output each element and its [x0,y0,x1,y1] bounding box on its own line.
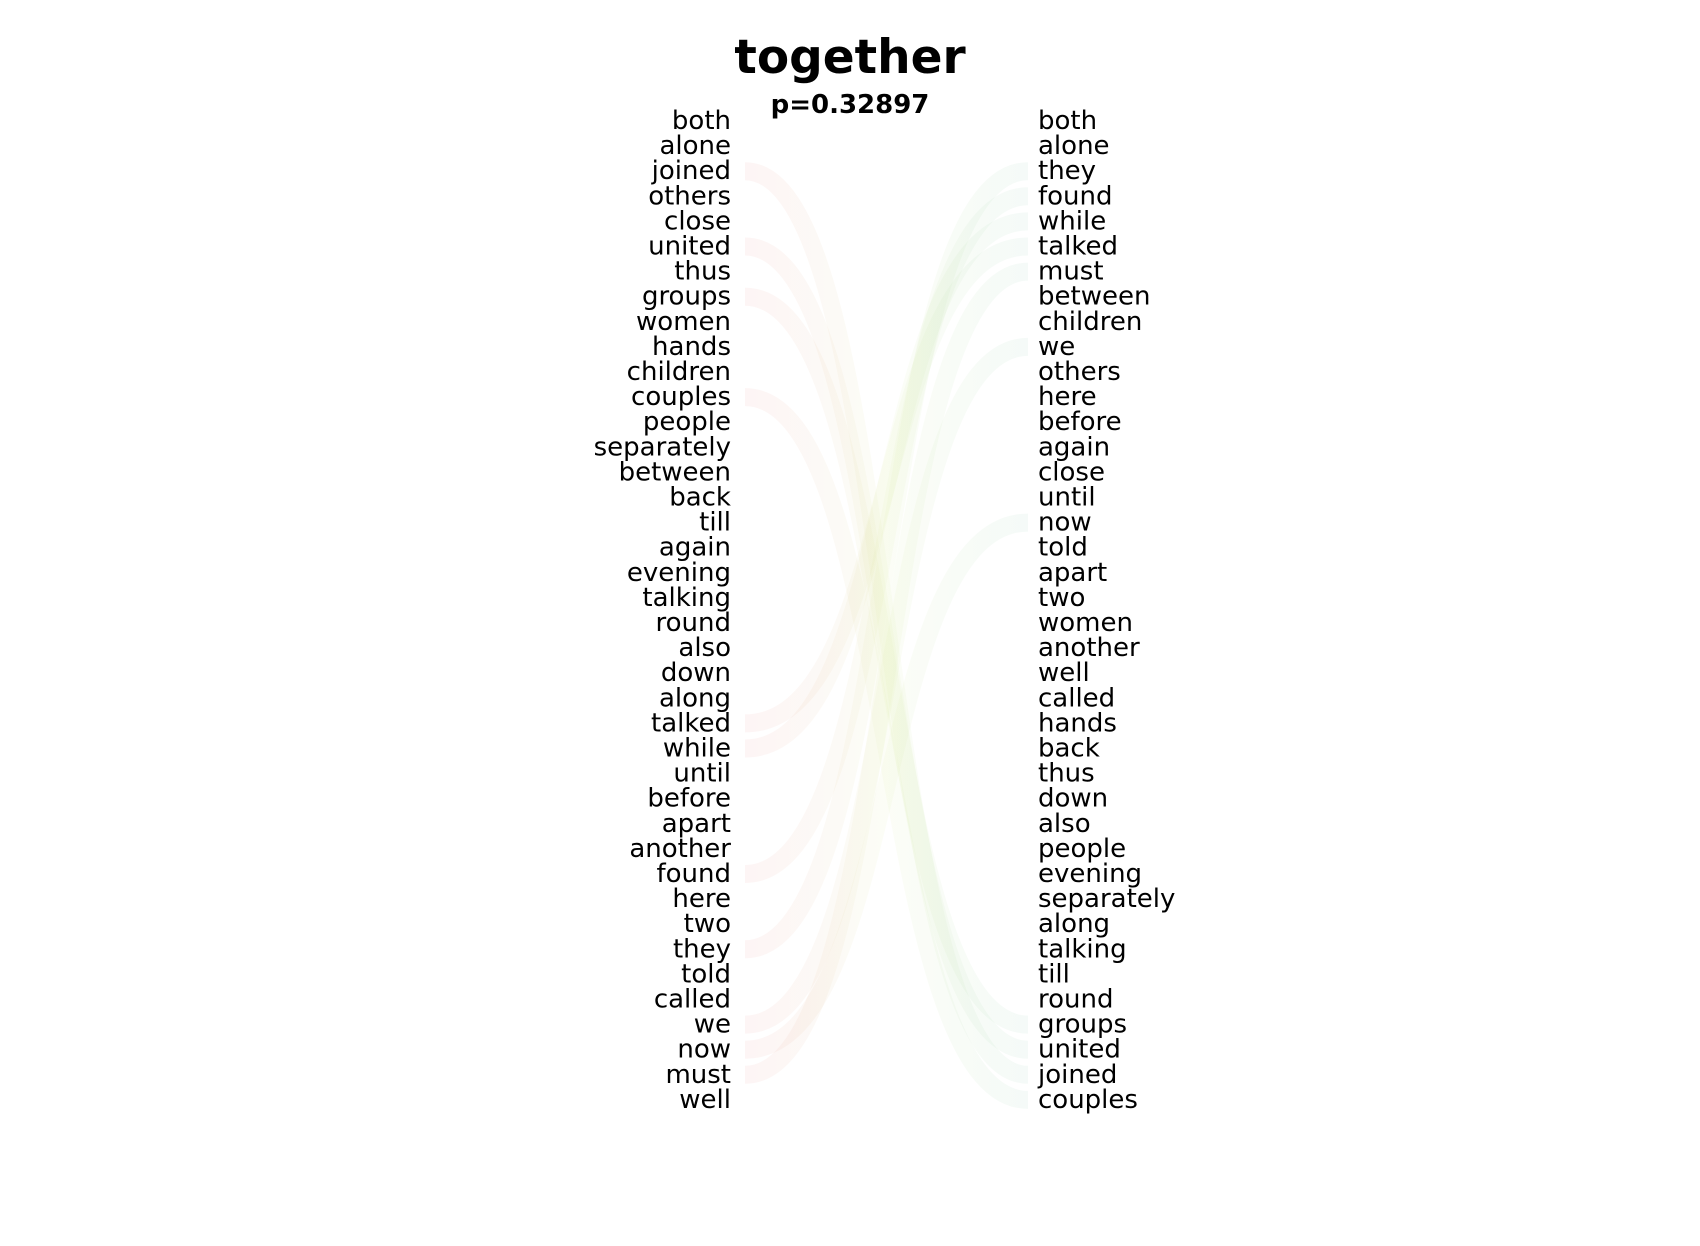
link-talked-to-talked [744,237,1029,733]
left-word-also: also [678,633,731,663]
right-word-told: told [1038,533,1088,563]
left-word-others: others [648,181,731,211]
left-word-well: well [679,1085,731,1115]
right-word-round: round [1038,985,1114,1015]
right-word-before: before [1038,407,1122,437]
left-word-round: round [656,608,732,638]
left-word-talking: talking [642,583,731,613]
right-word-apart: apart [1038,558,1107,588]
left-word-women: women [636,307,731,337]
left-word-along: along [659,683,731,713]
left-word-till: till [699,508,731,538]
right-word-others: others [1038,357,1121,387]
left-word-between: between [619,457,731,487]
right-word-another: another [1038,633,1140,663]
left-word-groups: groups [642,282,731,312]
right-word-groups: groups [1038,1010,1127,1040]
left-word-back: back [669,483,731,513]
left-word-children: children [627,357,731,387]
left-word-alone: alone [659,131,731,161]
right-word-united: united [1038,1035,1121,1065]
left-word-thus: thus [674,257,731,287]
right-word-now: now [1038,508,1092,538]
left-word-down: down [661,658,731,688]
p-value-subtitle: p=0.32897 [770,90,930,120]
left-word-we: we [694,1010,731,1040]
left-word-before: before [647,784,731,814]
right-word-we: we [1038,332,1075,362]
left-word-column: bothalonejoinedotherscloseunitedthusgrou… [594,106,732,1115]
left-word-here: here [672,884,731,914]
right-word-close: close [1038,457,1105,487]
left-word-separately: separately [594,432,731,462]
right-word-women: women [1038,608,1133,638]
left-word-close: close [664,206,731,236]
right-word-called: called [1038,683,1115,713]
right-word-along: along [1038,909,1110,939]
right-word-between: between [1038,282,1150,312]
right-word-well: well [1038,658,1090,688]
left-word-two: two [684,909,731,939]
right-word-also: also [1038,809,1091,839]
left-word-called: called [654,985,731,1015]
right-word-while: while [1038,206,1106,236]
left-word-hands: hands [652,332,731,362]
left-word-people: people [643,407,731,437]
right-word-again: again [1038,432,1110,462]
right-word-hands: hands [1038,708,1117,738]
right-word-column: bothalonetheyfoundwhiletalkedmustbetween… [1037,106,1175,1115]
right-word-thus: thus [1038,759,1095,789]
right-word-children: children [1038,307,1142,337]
left-word-until: until [673,759,731,789]
right-word-people: people [1038,834,1126,864]
right-word-they: they [1038,156,1096,186]
left-word-while: while [663,734,731,764]
right-word-joined: joined [1037,1060,1117,1090]
figure-title: together [734,30,966,85]
right-word-here: here [1038,382,1097,412]
left-word-united: united [648,232,731,262]
right-word-until: until [1038,483,1096,513]
right-word-evening: evening [1038,859,1142,889]
left-word-again: again [659,533,731,563]
left-word-found: found [656,859,731,889]
link-group [743,162,1030,1109]
right-word-back: back [1038,734,1100,764]
right-word-down: down [1038,784,1108,814]
left-word-another: another [629,834,731,864]
right-word-two: two [1038,583,1085,613]
left-word-couples: couples [631,382,731,412]
right-word-found: found [1038,181,1113,211]
right-word-must: must [1038,257,1104,287]
left-word-told: told [681,959,731,989]
left-word-talked: talked [651,708,731,738]
link-must-to-must [744,262,1029,1084]
left-word-joined: joined [651,156,731,186]
right-word-till: till [1038,959,1070,989]
left-word-both: both [672,106,731,136]
right-word-talking: talking [1038,934,1127,964]
right-word-talked: talked [1038,232,1118,262]
left-word-now: now [677,1035,731,1065]
right-word-separately: separately [1038,884,1175,914]
right-word-alone: alone [1038,131,1110,161]
right-word-both: both [1038,106,1097,136]
link-they-to-they [744,162,1029,959]
left-word-apart: apart [662,809,731,839]
left-word-evening: evening [627,558,731,588]
left-word-they: they [673,934,731,964]
right-word-couples: couples [1038,1085,1138,1115]
left-word-must: must [665,1060,731,1090]
